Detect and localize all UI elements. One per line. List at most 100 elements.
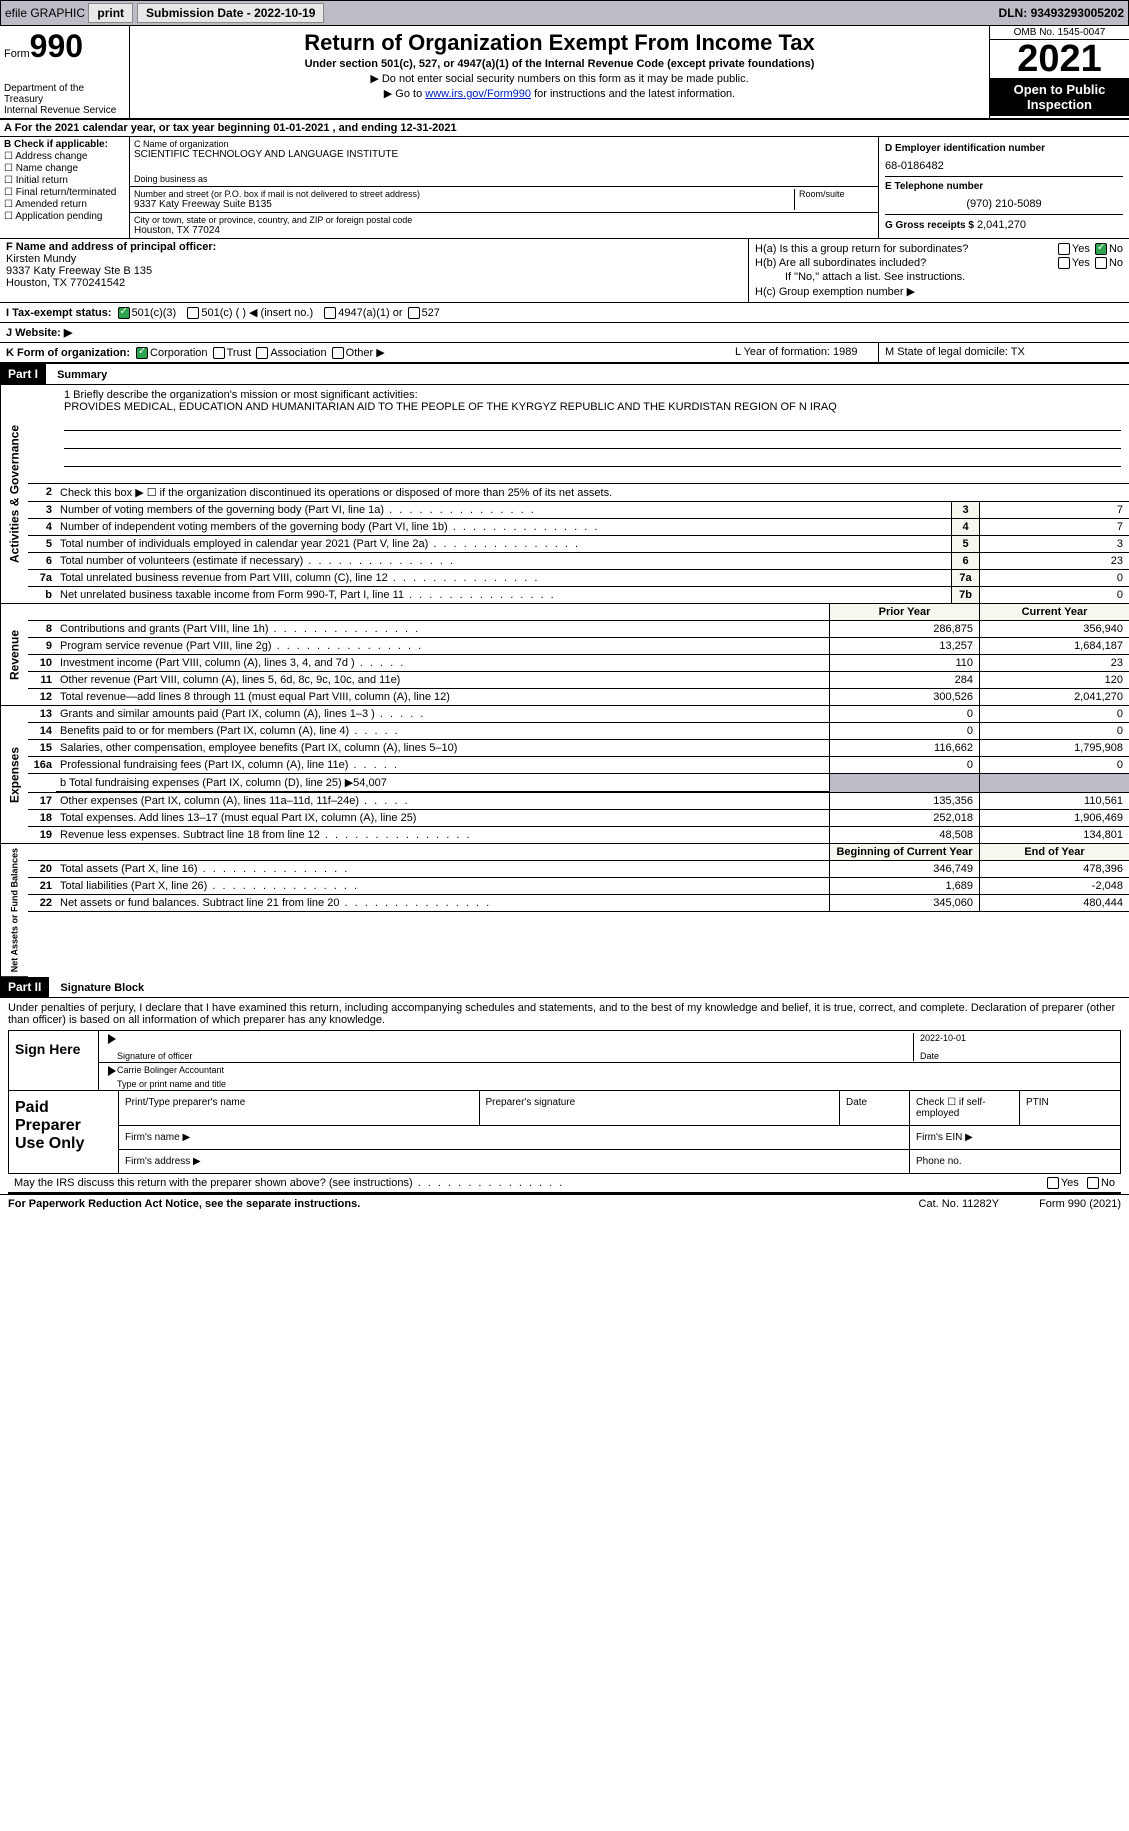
line-5: 5Total number of individuals employed in… [28,536,1129,553]
phone-section: E Telephone number (970) 210-5089 [885,177,1123,215]
net-assets-section: Net Assets or Fund Balances Beginning of… [0,844,1129,977]
h-a: H(a) Is this a group return for subordin… [755,243,1123,255]
line-20: 20Total assets (Part X, line 16)346,7494… [28,861,1129,878]
header-right: OMB No. 1545-0047 2021 Open to Public In… [989,26,1129,118]
chk-address-change[interactable]: ☐ Address change [4,151,125,162]
chk-corp[interactable] [136,347,148,359]
line-j-website: J Website: ▶ [0,323,1129,343]
h-b-note: If "No," attach a list. See instructions… [755,271,1123,283]
top-toolbar: efile GRAPHIC print Submission Date - 20… [0,0,1129,26]
line-k-form-org: K Form of organization: Corporation Trus… [0,343,729,364]
irs-no[interactable] [1087,1177,1099,1189]
line-12: 12Total revenue—add lines 8 through 11 (… [28,689,1129,706]
section-bcdeg: B Check if applicable: ☐ Address change … [0,137,1129,239]
line-3: 3Number of voting members of the governi… [28,502,1129,519]
form-header: Form990 Department of the Treasury Inter… [0,26,1129,120]
ein-section: D Employer identification number 68-0186… [885,139,1123,177]
city-cell: City or town, state or province, country… [130,213,878,238]
sig-line-1: Signature of officer 2022-10-01Date [99,1031,1120,1063]
line-14: 14Benefits paid to or for members (Part … [28,723,1129,740]
org-name: SCIENTIFIC TECHNOLOGY AND LANGUAGE INSTI… [134,149,874,160]
submission-date-button[interactable]: Submission Date - 2022-10-19 [137,3,324,23]
form-version: Form 990 (2021) [1039,1198,1121,1210]
chk-name-change[interactable]: ☐ Name change [4,163,125,174]
ha-no[interactable] [1095,243,1107,255]
arrow-icon [108,1066,116,1076]
header-left: Form990 Department of the Treasury Inter… [0,26,130,118]
line-22: 22Net assets or fund balances. Subtract … [28,895,1129,912]
hb-yes[interactable] [1058,257,1070,269]
gross-value: 2,041,270 [977,219,1026,231]
chk-501c[interactable] [187,307,199,319]
col-f-officer: F Name and address of principal officer:… [0,239,749,302]
line-21: 21Total liabilities (Part X, line 26)1,6… [28,878,1129,895]
footer: For Paperwork Reduction Act Notice, see … [0,1194,1129,1213]
chk-other[interactable] [332,347,344,359]
rev-header: Prior YearCurrent Year [28,604,1129,621]
chk-4947[interactable] [324,307,336,319]
line-13: 13Grants and similar amounts paid (Part … [28,706,1129,723]
hb-no[interactable] [1095,257,1107,269]
officer-name: Kirsten Mundy [6,253,742,265]
ein-value: 68-0186482 [885,160,1123,172]
line-11: 11Other revenue (Part VIII, column (A), … [28,672,1129,689]
ha-yes[interactable] [1058,243,1070,255]
revenue-section: Revenue Prior YearCurrent Year 8Contribu… [0,604,1129,706]
form-title: Return of Organization Exempt From Incom… [134,30,985,56]
chk-app-pending[interactable]: ☐ Application pending [4,211,125,222]
paid-preparer-label: Paid Preparer Use Only [9,1091,119,1173]
room-suite: Room/suite [794,189,874,210]
chk-amended[interactable]: ☐ Amended return [4,199,125,210]
note-ssn: ▶ Do not enter social security numbers o… [134,72,985,85]
line-7a: 7aTotal unrelated business revenue from … [28,570,1129,587]
prep-row-2: Firm's name ▶ Firm's EIN ▶ [119,1126,1120,1150]
chk-initial-return[interactable]: ☐ Initial return [4,175,125,186]
open-inspection: Open to Public Inspection [990,78,1129,116]
row-a-period: A For the 2021 calendar year, or tax yea… [0,120,1129,137]
part2-header: Part II Signature Block [0,977,1129,998]
header-middle: Return of Organization Exempt From Incom… [130,26,989,118]
side-revenue: Revenue [0,604,28,706]
line-10: 10Investment income (Part VIII, column (… [28,655,1129,672]
col-h-group: H(a) Is this a group return for subordin… [749,239,1129,302]
chk-final-return[interactable]: ☐ Final return/terminated [4,187,125,198]
section-fh: F Name and address of principal officer:… [0,239,1129,303]
line-16b: b Total fundraising expenses (Part IX, c… [28,774,1129,793]
phone-value: (970) 210-5089 [885,198,1123,210]
side-expenses: Expenses [0,706,28,844]
line-l-formation: L Year of formation: 1989 [729,343,879,362]
line-16a: 16aProfessional fundraising fees (Part I… [28,757,1129,774]
side-net-assets: Net Assets or Fund Balances [0,844,28,977]
line-2: 2 Check this box ▶ ☐ if the organization… [28,484,1129,502]
prep-row-1: Print/Type preparer's name Preparer's si… [119,1091,1120,1126]
mission-block: 1 Briefly describe the organization's mi… [28,385,1129,484]
org-name-cell: C Name of organization SCIENTIFIC TECHNO… [130,137,878,187]
activities-governance: Activities & Governance 1 Briefly descri… [0,385,1129,604]
sign-here-block: Sign Here Signature of officer 2022-10-0… [8,1030,1121,1091]
b-label: B Check if applicable: [4,139,125,150]
part1-header: Part I Summary [0,364,1129,385]
line-19: 19Revenue less expenses. Subtract line 1… [28,827,1129,844]
line-m-domicile: M State of legal domicile: TX [879,343,1129,362]
addr-cell: Number and street (or P.O. box if mail i… [130,187,878,213]
print-button[interactable]: print [88,3,133,23]
side-activities: Activities & Governance [0,385,28,604]
penalties-text: Under penalties of perjury, I declare th… [0,998,1129,1030]
irs-link[interactable]: www.irs.gov/Form990 [425,88,531,100]
prep-row-3: Firm's address ▶ Phone no. [119,1150,1120,1173]
org-city: Houston, TX 77024 [134,225,874,236]
line-4: 4Number of independent voting members of… [28,519,1129,536]
cat-no: Cat. No. 11282Y [919,1198,1000,1210]
officer-addr2: Houston, TX 770241542 [6,277,742,289]
chk-trust[interactable] [213,347,225,359]
line-17: 17Other expenses (Part IX, column (A), l… [28,793,1129,810]
form-subtitle: Under section 501(c), 527, or 4947(a)(1)… [134,58,985,70]
line-8: 8Contributions and grants (Part VIII, li… [28,621,1129,638]
irs-yes[interactable] [1047,1177,1059,1189]
chk-assoc[interactable] [256,347,268,359]
col-b-checkboxes: B Check if applicable: ☐ Address change … [0,137,130,238]
note-link: ▶ Go to www.irs.gov/Form990 for instruct… [134,87,985,100]
chk-501c3[interactable] [118,307,130,319]
chk-527[interactable] [408,307,420,319]
line-15: 15Salaries, other compensation, employee… [28,740,1129,757]
